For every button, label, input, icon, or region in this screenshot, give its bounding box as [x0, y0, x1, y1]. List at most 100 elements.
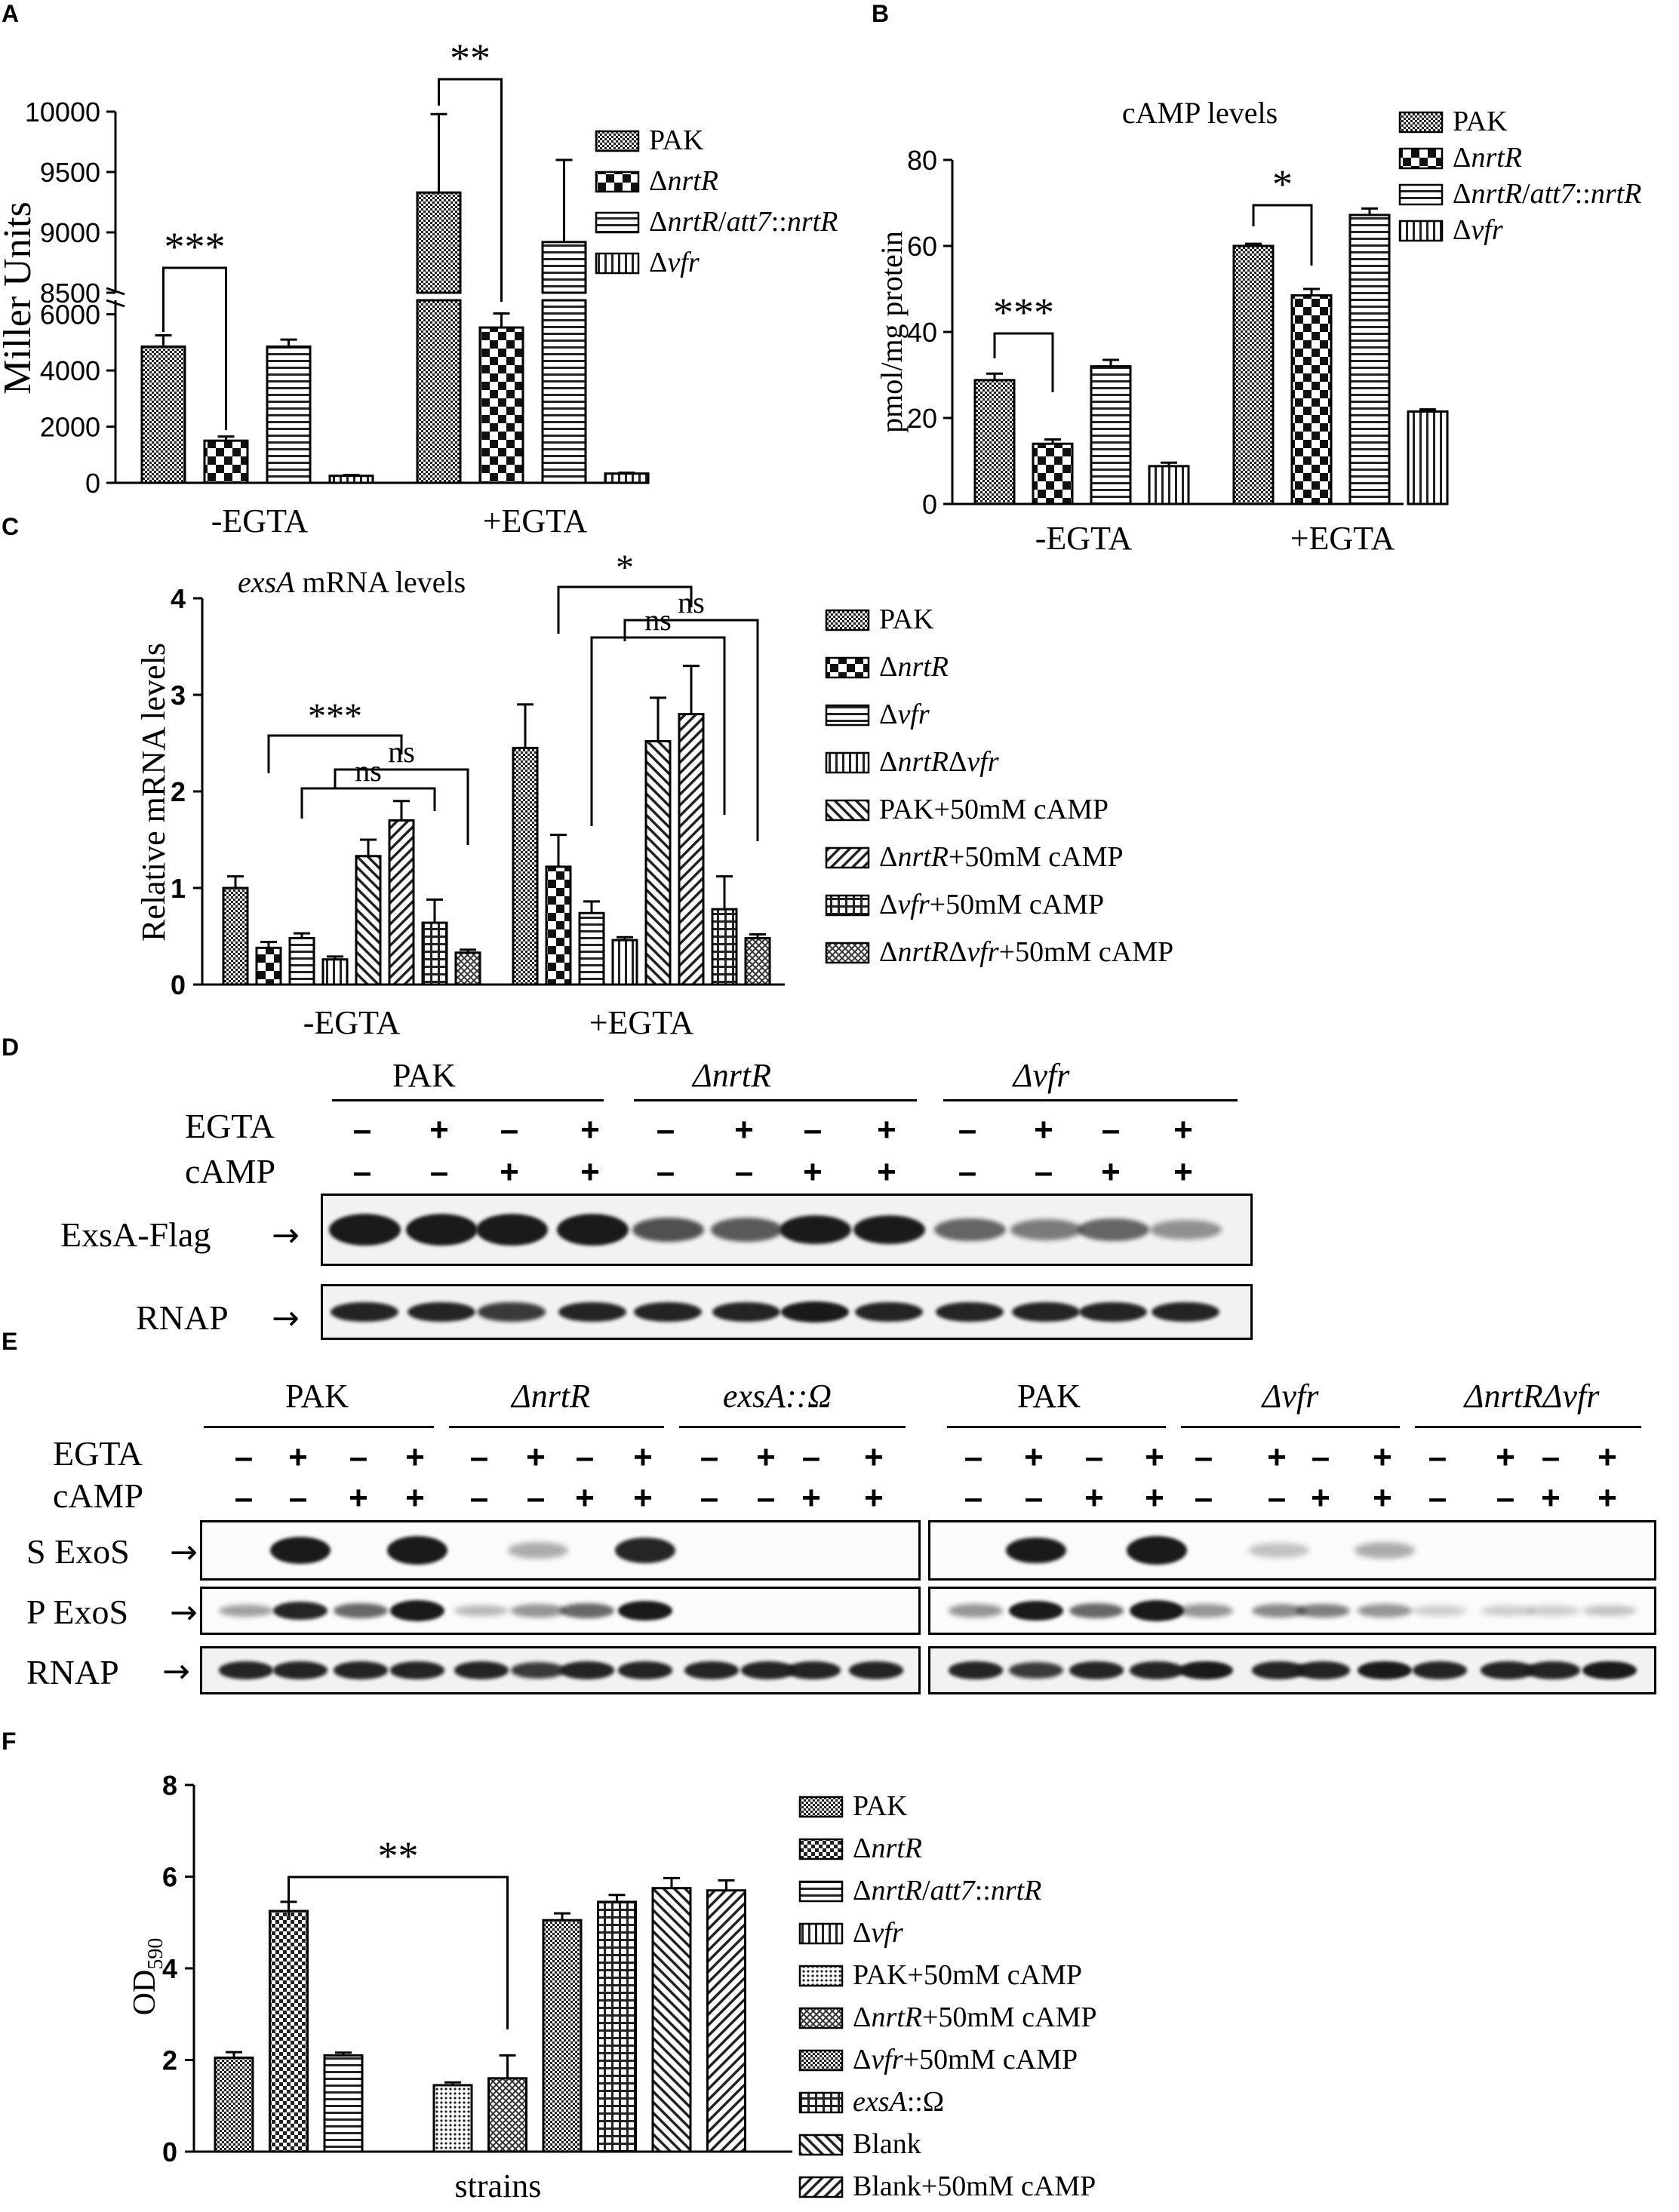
c-legend-swatch [825, 751, 870, 774]
significance-label: ns [678, 585, 705, 619]
blot-e-camp-sign: + [1145, 1479, 1164, 1516]
blot-e-group-label: Δvfr [1262, 1378, 1319, 1415]
c-significance-bracket [267, 734, 403, 773]
blot-band [853, 1215, 925, 1245]
blot-band [1481, 1661, 1535, 1679]
f-legend-swatch [798, 2049, 844, 2072]
blot-band [1252, 1661, 1306, 1679]
blot-band [1179, 1661, 1233, 1680]
f-y-axis-label: OD590 [128, 1938, 168, 2016]
b-bar [1407, 410, 1449, 505]
c-legend-swatch [825, 894, 870, 917]
panel-letter-a: A [2, 0, 20, 27]
a-x-tick-label: -EGTA [211, 502, 309, 539]
blot-d-group-line [332, 1099, 604, 1101]
f-legend-swatch [798, 1965, 844, 1987]
blot-e-egta-sign: + [405, 1439, 425, 1476]
blot-d-egta-sign: – [656, 1111, 675, 1148]
blot-band [273, 1661, 327, 1679]
blot-e-egta-sign: + [1024, 1439, 1044, 1476]
blot-e-camp-sign: – [964, 1479, 983, 1516]
a-legend-label: ΔnrtR/att7::nrtR [649, 206, 838, 238]
b-bar [973, 379, 1016, 505]
c-significance-bracket [623, 619, 759, 841]
blot-e-egta-sign: + [288, 1439, 308, 1476]
blot-e-egta-sign: – [349, 1439, 368, 1476]
blot-e-camp-sign: – [1267, 1479, 1287, 1516]
blot-band [511, 1662, 565, 1679]
blot-e-group-label: ΔnrtR [511, 1378, 591, 1415]
blot-e-group-line [679, 1426, 906, 1428]
blot-e-p-membrane-right [928, 1587, 1656, 1635]
blot-band [1130, 1600, 1184, 1621]
significance-label: *** [165, 224, 226, 269]
blot-e-egta-label: EGTA [53, 1434, 143, 1473]
f-legend-swatch [798, 1922, 844, 1945]
a-legend-swatch [595, 211, 640, 234]
a-bar [140, 345, 186, 484]
a-bar [604, 472, 650, 484]
blot-band [478, 1302, 546, 1322]
blot-d-group-label: PAK [392, 1057, 456, 1094]
c-legend-label: ΔnrtRΔvfr+50mM cAMP [879, 936, 1173, 968]
blot-e-camp-sign: – [756, 1479, 776, 1516]
blot-band [1296, 1661, 1350, 1679]
blot-d-egta-label: EGTA [185, 1107, 275, 1145]
significance-label: ns [388, 735, 415, 769]
blot-band [334, 1661, 388, 1679]
blot-band [781, 1301, 849, 1323]
blot-e-group-line [204, 1426, 434, 1428]
a-axis-break [106, 287, 125, 296]
f-legend-swatch [798, 2134, 844, 2156]
blot-d-egta-sign: – [1101, 1111, 1121, 1148]
a-y-tick-label: 9500 [40, 157, 100, 188]
c-y-tick-label: 4 [171, 583, 186, 614]
blot-band [1079, 1301, 1147, 1323]
c-significance-bracket [334, 768, 469, 845]
blot-d-camp-sign: + [877, 1154, 896, 1190]
blot-e-group-label: PAK [1017, 1378, 1081, 1415]
b-bar [1032, 442, 1074, 505]
blot-band [712, 1301, 780, 1323]
blot-band [1582, 1605, 1637, 1617]
blot-band [219, 1661, 273, 1679]
a-legend-swatch [595, 130, 640, 152]
a-y-tick-label: 9000 [40, 217, 100, 248]
panel-letter-d: D [2, 1034, 20, 1061]
b-significance-bracket [993, 332, 1054, 392]
c-bar [388, 819, 415, 986]
f-legend-label: PAK+50mM cAMP [853, 1959, 1082, 1991]
f-bar [651, 1887, 692, 2153]
blot-e-egta-sign: – [469, 1439, 489, 1476]
c-y-tick-label: 3 [171, 680, 186, 711]
blot-band [1358, 1604, 1412, 1618]
b-legend-swatch [1398, 220, 1444, 242]
blot-band [1069, 1602, 1124, 1619]
blot-d-egta-sign: – [803, 1111, 823, 1148]
b-significance-bracket [1252, 204, 1313, 266]
c-legend-label: PAK+50mM cAMP [879, 794, 1109, 825]
f-legend-swatch [798, 2091, 844, 2114]
significance-label: *** [308, 696, 362, 736]
b-y-tick-label: 80 [907, 145, 937, 176]
b-bar [1290, 294, 1333, 505]
panel-letter-f: F [2, 1728, 17, 1755]
c-significance-bracket [557, 585, 693, 634]
blot-band [1077, 1218, 1149, 1242]
a-y-tick-label: 6000 [40, 300, 100, 330]
blot-d-group-line [634, 1099, 917, 1101]
arrow-icon: → [170, 1533, 198, 1571]
blot-band [270, 1537, 331, 1564]
blot-e-egta-sign: + [1496, 1439, 1515, 1476]
blot-band [936, 1301, 1004, 1323]
blot-e-egta-sign: – [1541, 1439, 1561, 1476]
blot-e-group-line [947, 1426, 1166, 1428]
c-bar [454, 951, 481, 986]
blot-e-egta-sign: – [801, 1439, 821, 1476]
blot-band [475, 1214, 548, 1246]
blot-d-camp-sign: – [958, 1154, 977, 1190]
a-y-tick-label: 0 [85, 468, 100, 499]
blot-band [786, 1661, 841, 1679]
blot-e-p-exos-label: P ExoS [26, 1593, 129, 1631]
blot-band [1130, 1661, 1184, 1679]
